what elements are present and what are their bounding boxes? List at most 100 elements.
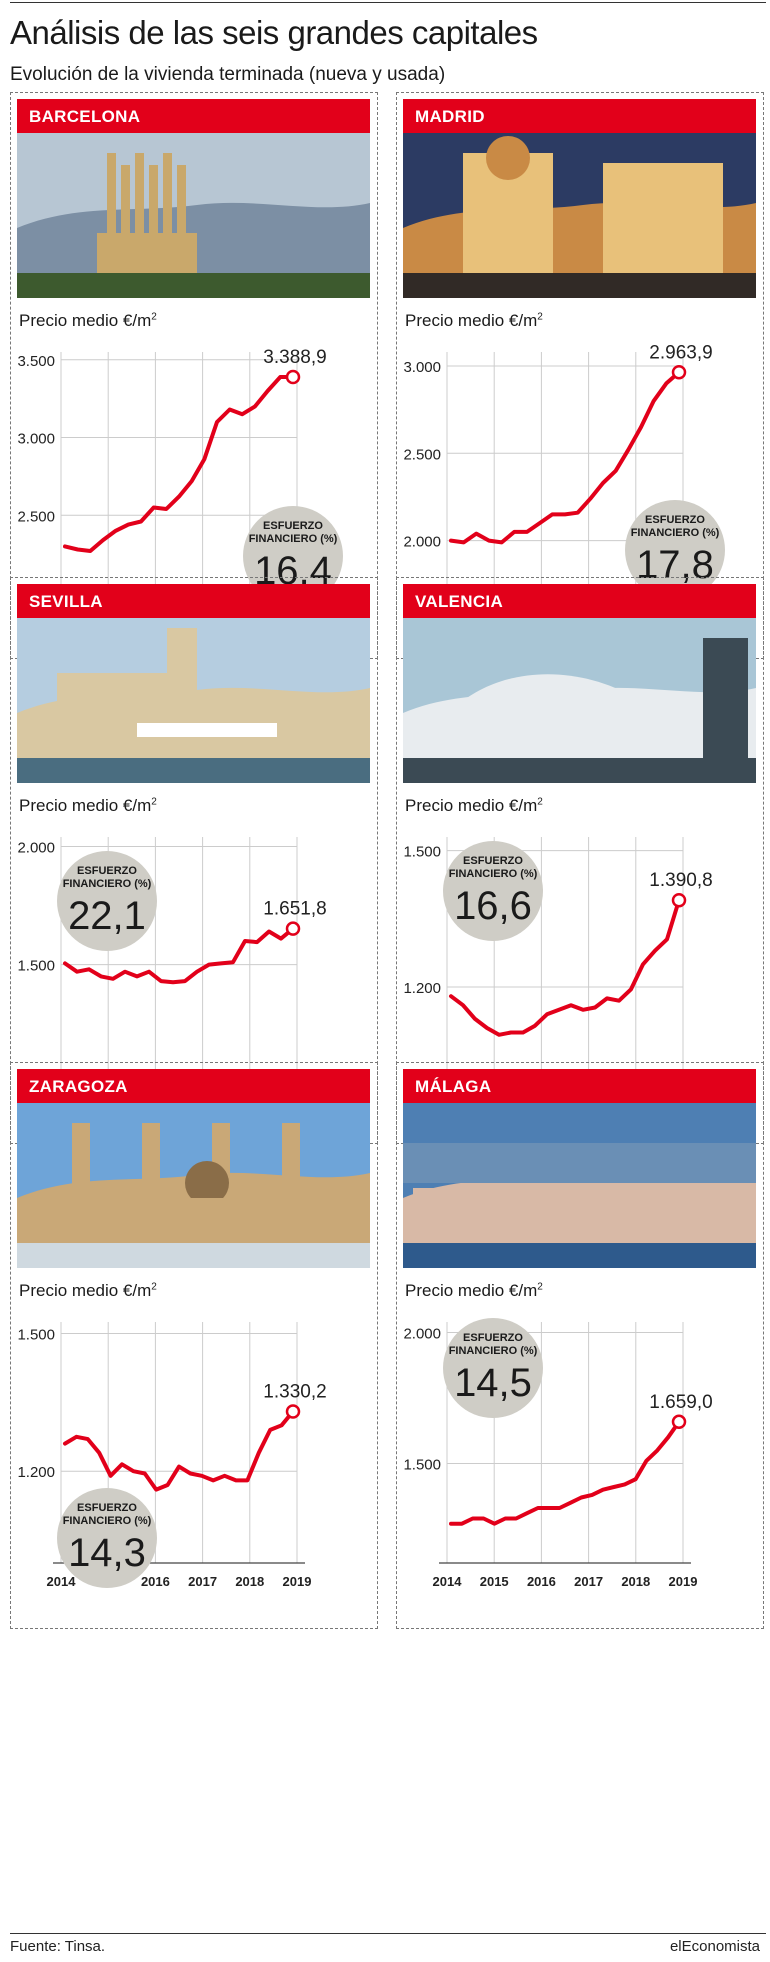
effort-label-line2: FINANCIERO (%) xyxy=(449,1345,538,1357)
price-series-line xyxy=(449,1419,681,1526)
city-panel: BARCELONA Precio medio €/m2 2.500 3.000 3.50… xyxy=(10,92,378,659)
photo-building xyxy=(653,1188,683,1248)
photo-foreground xyxy=(17,1243,370,1268)
last-point-marker xyxy=(285,369,301,385)
price-label-superscript: 2 xyxy=(151,796,157,808)
city-banner: BARCELONA xyxy=(17,99,370,133)
x-tick-label: 2019 xyxy=(669,1574,698,1589)
y-tick-label: 3.000 xyxy=(403,359,441,376)
x-tick-label: 2018 xyxy=(621,1574,650,1589)
source-note: Fuente: Tinsa. xyxy=(10,1938,106,1955)
city-panel: ZARAGOZA Precio medio €/m2 1.200 1.500 2014 2… xyxy=(10,1062,378,1629)
bottom-rule xyxy=(10,1933,766,1934)
city-name: BARCELONA xyxy=(29,107,141,126)
effort-label-line2: FINANCIERO (%) xyxy=(63,1515,152,1527)
effort-value: 17,8 xyxy=(636,543,714,587)
photo-dome xyxy=(423,674,703,768)
city-panel: MÁLAGA Precio medio €/m2 1.500 2.000 2014 201… xyxy=(396,1062,764,1629)
torre-del-oro-photo xyxy=(17,618,370,783)
last-point-marker xyxy=(285,1404,301,1419)
city-banner: SEVILLA xyxy=(17,584,370,618)
malaga-port-photo xyxy=(403,1103,756,1268)
basilica-del-pilar-photo xyxy=(17,1103,370,1268)
photo-spire xyxy=(163,153,172,263)
photo-sea xyxy=(403,1143,756,1183)
y-tick-label: 1.500 xyxy=(403,1456,441,1473)
y-tick-label: 2.500 xyxy=(17,508,55,525)
city-banner: VALENCIA xyxy=(403,584,756,618)
effort-value: 16,6 xyxy=(454,884,532,928)
effort-circle xyxy=(625,500,725,600)
gran-via-photo xyxy=(403,133,756,298)
y-tick-label: 1.500 xyxy=(17,1326,55,1343)
effort-label-line2: FINANCIERO (%) xyxy=(631,527,720,539)
price-label-text: Precio medio €/m xyxy=(19,796,152,815)
photo-foreground xyxy=(403,1243,756,1268)
brand-logo: elEconomista xyxy=(669,1938,760,1955)
photo-dome xyxy=(185,1161,229,1205)
photo-dome xyxy=(486,136,530,180)
photo-building xyxy=(57,1198,337,1238)
x-tick-label: 2016 xyxy=(141,1574,170,1589)
price-series-line xyxy=(449,898,681,1037)
last-point-marker xyxy=(671,365,687,380)
effort-circle xyxy=(243,506,343,606)
last-value-label: 1.390,8 xyxy=(649,870,712,891)
y-tick-label: 2.000 xyxy=(17,839,55,856)
sagrada-familia-photo xyxy=(17,133,370,298)
city-banner: MÁLAGA xyxy=(403,1069,756,1103)
ciudad-artes-ciencias-photo xyxy=(403,618,756,783)
price-label: Precio medio €/m2 xyxy=(19,796,157,816)
photo-building xyxy=(533,1188,563,1248)
photo-building xyxy=(413,1188,443,1248)
last-value-label: 2.963,9 xyxy=(649,342,712,363)
effort-value: 14,3 xyxy=(68,1531,146,1575)
price-label-text: Precio medio €/m xyxy=(405,311,538,330)
photo-foreground xyxy=(17,758,370,783)
price-series-line xyxy=(63,375,295,553)
price-label-text: Precio medio €/m xyxy=(19,311,152,330)
effort-circle xyxy=(57,1488,157,1588)
effort-label-line2: FINANCIERO (%) xyxy=(63,878,152,890)
last-point-marker xyxy=(671,1414,687,1430)
last-point-marker xyxy=(671,892,687,908)
last-point-marker xyxy=(285,921,301,936)
price-series-line xyxy=(449,370,681,545)
x-tick-label: 2014 xyxy=(47,1574,77,1589)
y-tick-label: 2.000 xyxy=(403,534,441,551)
price-label-text: Precio medio €/m xyxy=(405,1281,538,1300)
effort-circle xyxy=(57,851,157,951)
effort-circle xyxy=(443,1318,543,1418)
effort-label-line1: ESFUERZO xyxy=(263,520,323,532)
y-tick-label: 1.200 xyxy=(403,980,441,997)
price-label: Precio medio €/m2 xyxy=(405,1281,543,1301)
photo-boat xyxy=(137,723,277,737)
photo-spire xyxy=(135,153,144,263)
price-label: Precio medio €/m2 xyxy=(19,311,157,331)
price-series-line xyxy=(63,1409,295,1492)
y-tick-label: 2.000 xyxy=(403,1325,441,1342)
price-label-superscript: 2 xyxy=(151,311,157,323)
y-tick-label: 1.200 xyxy=(17,1464,55,1481)
price-label-text: Precio medio €/m xyxy=(405,796,538,815)
photo-spire xyxy=(121,165,130,275)
photo-sculpture xyxy=(703,638,748,758)
effort-label-line1: ESFUERZO xyxy=(645,514,705,526)
top-rule xyxy=(10,2,766,3)
x-tick-label: 2017 xyxy=(574,1574,603,1589)
price-label: Precio medio €/m2 xyxy=(405,311,543,331)
effort-label-line2: FINANCIERO (%) xyxy=(449,868,538,880)
photo-spire xyxy=(177,165,186,275)
line-chart: 1.2001.5002014201520162017201820191.330,… xyxy=(17,1322,327,1589)
effort-label-line1: ESFUERZO xyxy=(463,1332,523,1344)
photo-building xyxy=(57,673,177,718)
x-tick-label: 2019 xyxy=(283,1574,312,1589)
price-label: Precio medio €/m2 xyxy=(405,796,543,816)
x-tick-label: 2016 xyxy=(527,1574,556,1589)
effort-value: 22,1 xyxy=(68,894,146,938)
